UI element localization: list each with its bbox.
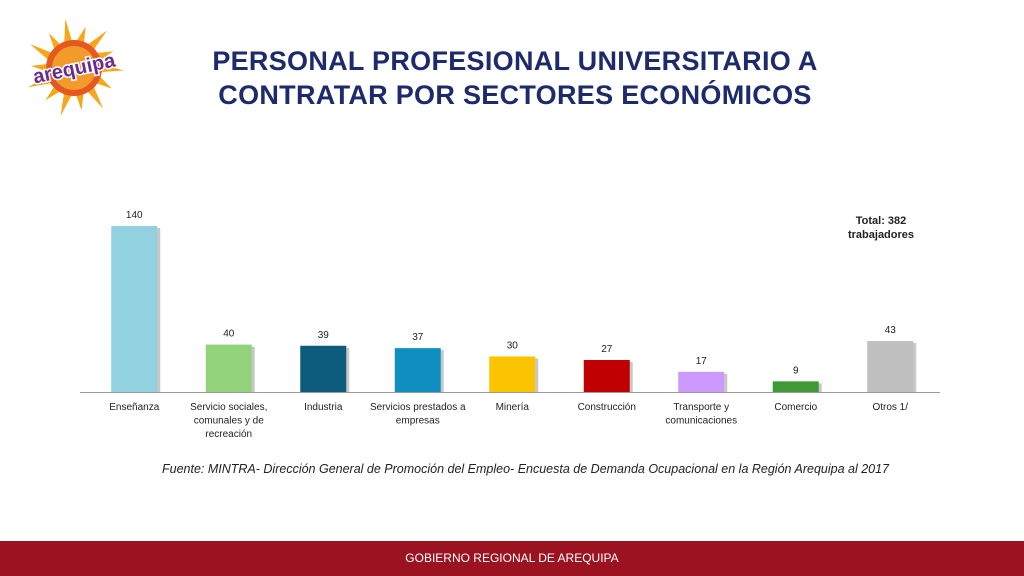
bar bbox=[205, 344, 252, 392]
category-label: Industria bbox=[304, 402, 343, 413]
category-label: empresas bbox=[396, 416, 440, 427]
category-label: Servicios prestados a bbox=[370, 402, 466, 413]
arequipa-sun-logo: arequipa bbox=[27, 18, 124, 117]
category-label: recreación bbox=[205, 429, 252, 440]
category-label: comunicaciones bbox=[665, 416, 737, 427]
data-label: 17 bbox=[696, 356, 708, 367]
data-label: 140 bbox=[126, 210, 143, 221]
category-label: Minería bbox=[496, 402, 530, 413]
sun-ray bbox=[64, 18, 73, 44]
category-label: Enseñanza bbox=[109, 402, 159, 413]
sun-ray bbox=[60, 92, 73, 117]
sun-ray bbox=[86, 85, 104, 109]
sun-ray bbox=[99, 63, 124, 73]
sun-ray bbox=[75, 26, 86, 44]
data-label: 39 bbox=[318, 330, 330, 341]
bar bbox=[583, 359, 630, 392]
category-label: Comercio bbox=[774, 402, 817, 413]
sun-ray bbox=[31, 63, 49, 73]
category-label: Otros 1/ bbox=[872, 402, 908, 413]
bar bbox=[394, 348, 441, 392]
bar bbox=[489, 356, 536, 392]
category-label: Transporte y bbox=[673, 402, 729, 413]
data-label: 40 bbox=[223, 329, 235, 340]
category-label: Servicio sociales, bbox=[190, 402, 267, 413]
data-label: 27 bbox=[601, 344, 613, 355]
data-label: 30 bbox=[507, 340, 519, 351]
category-label: comunales y de bbox=[194, 416, 264, 427]
sun-ray bbox=[75, 92, 84, 111]
sun-ray bbox=[27, 75, 53, 88]
bar bbox=[300, 345, 347, 392]
bar bbox=[111, 226, 158, 392]
total-annotation-line-2: trabajadores bbox=[847, 229, 915, 241]
footer-text: GOBIERNO REGIONAL DE AREQUIPA bbox=[405, 551, 619, 565]
data-label: 37 bbox=[412, 332, 424, 343]
bar bbox=[867, 341, 914, 392]
bar bbox=[772, 381, 819, 392]
data-label: 9 bbox=[793, 365, 799, 376]
total-annotation: Total: 382 trabajadores bbox=[826, 214, 936, 242]
sun-core-inner bbox=[52, 46, 96, 90]
footer-bar: GOBIERNO REGIONAL DE AREQUIPA bbox=[0, 541, 1024, 576]
bar-chart: 140 Enseñanza 40 Servicio sociales, comunale… bbox=[80, 210, 940, 440]
sun-ray bbox=[30, 44, 53, 61]
total-annotation-line-1: Total: 382 bbox=[855, 215, 907, 227]
category-label: Construcción bbox=[578, 402, 636, 413]
bar bbox=[678, 371, 725, 392]
source-note: Fuente: MINTRA- Dirección General de Pro… bbox=[162, 462, 890, 476]
page-title: PERSONAL PROFESIONAL UNIVERSITARIO A CON… bbox=[212, 46, 818, 110]
sun-ray bbox=[86, 30, 108, 51]
data-label: 43 bbox=[885, 325, 897, 336]
